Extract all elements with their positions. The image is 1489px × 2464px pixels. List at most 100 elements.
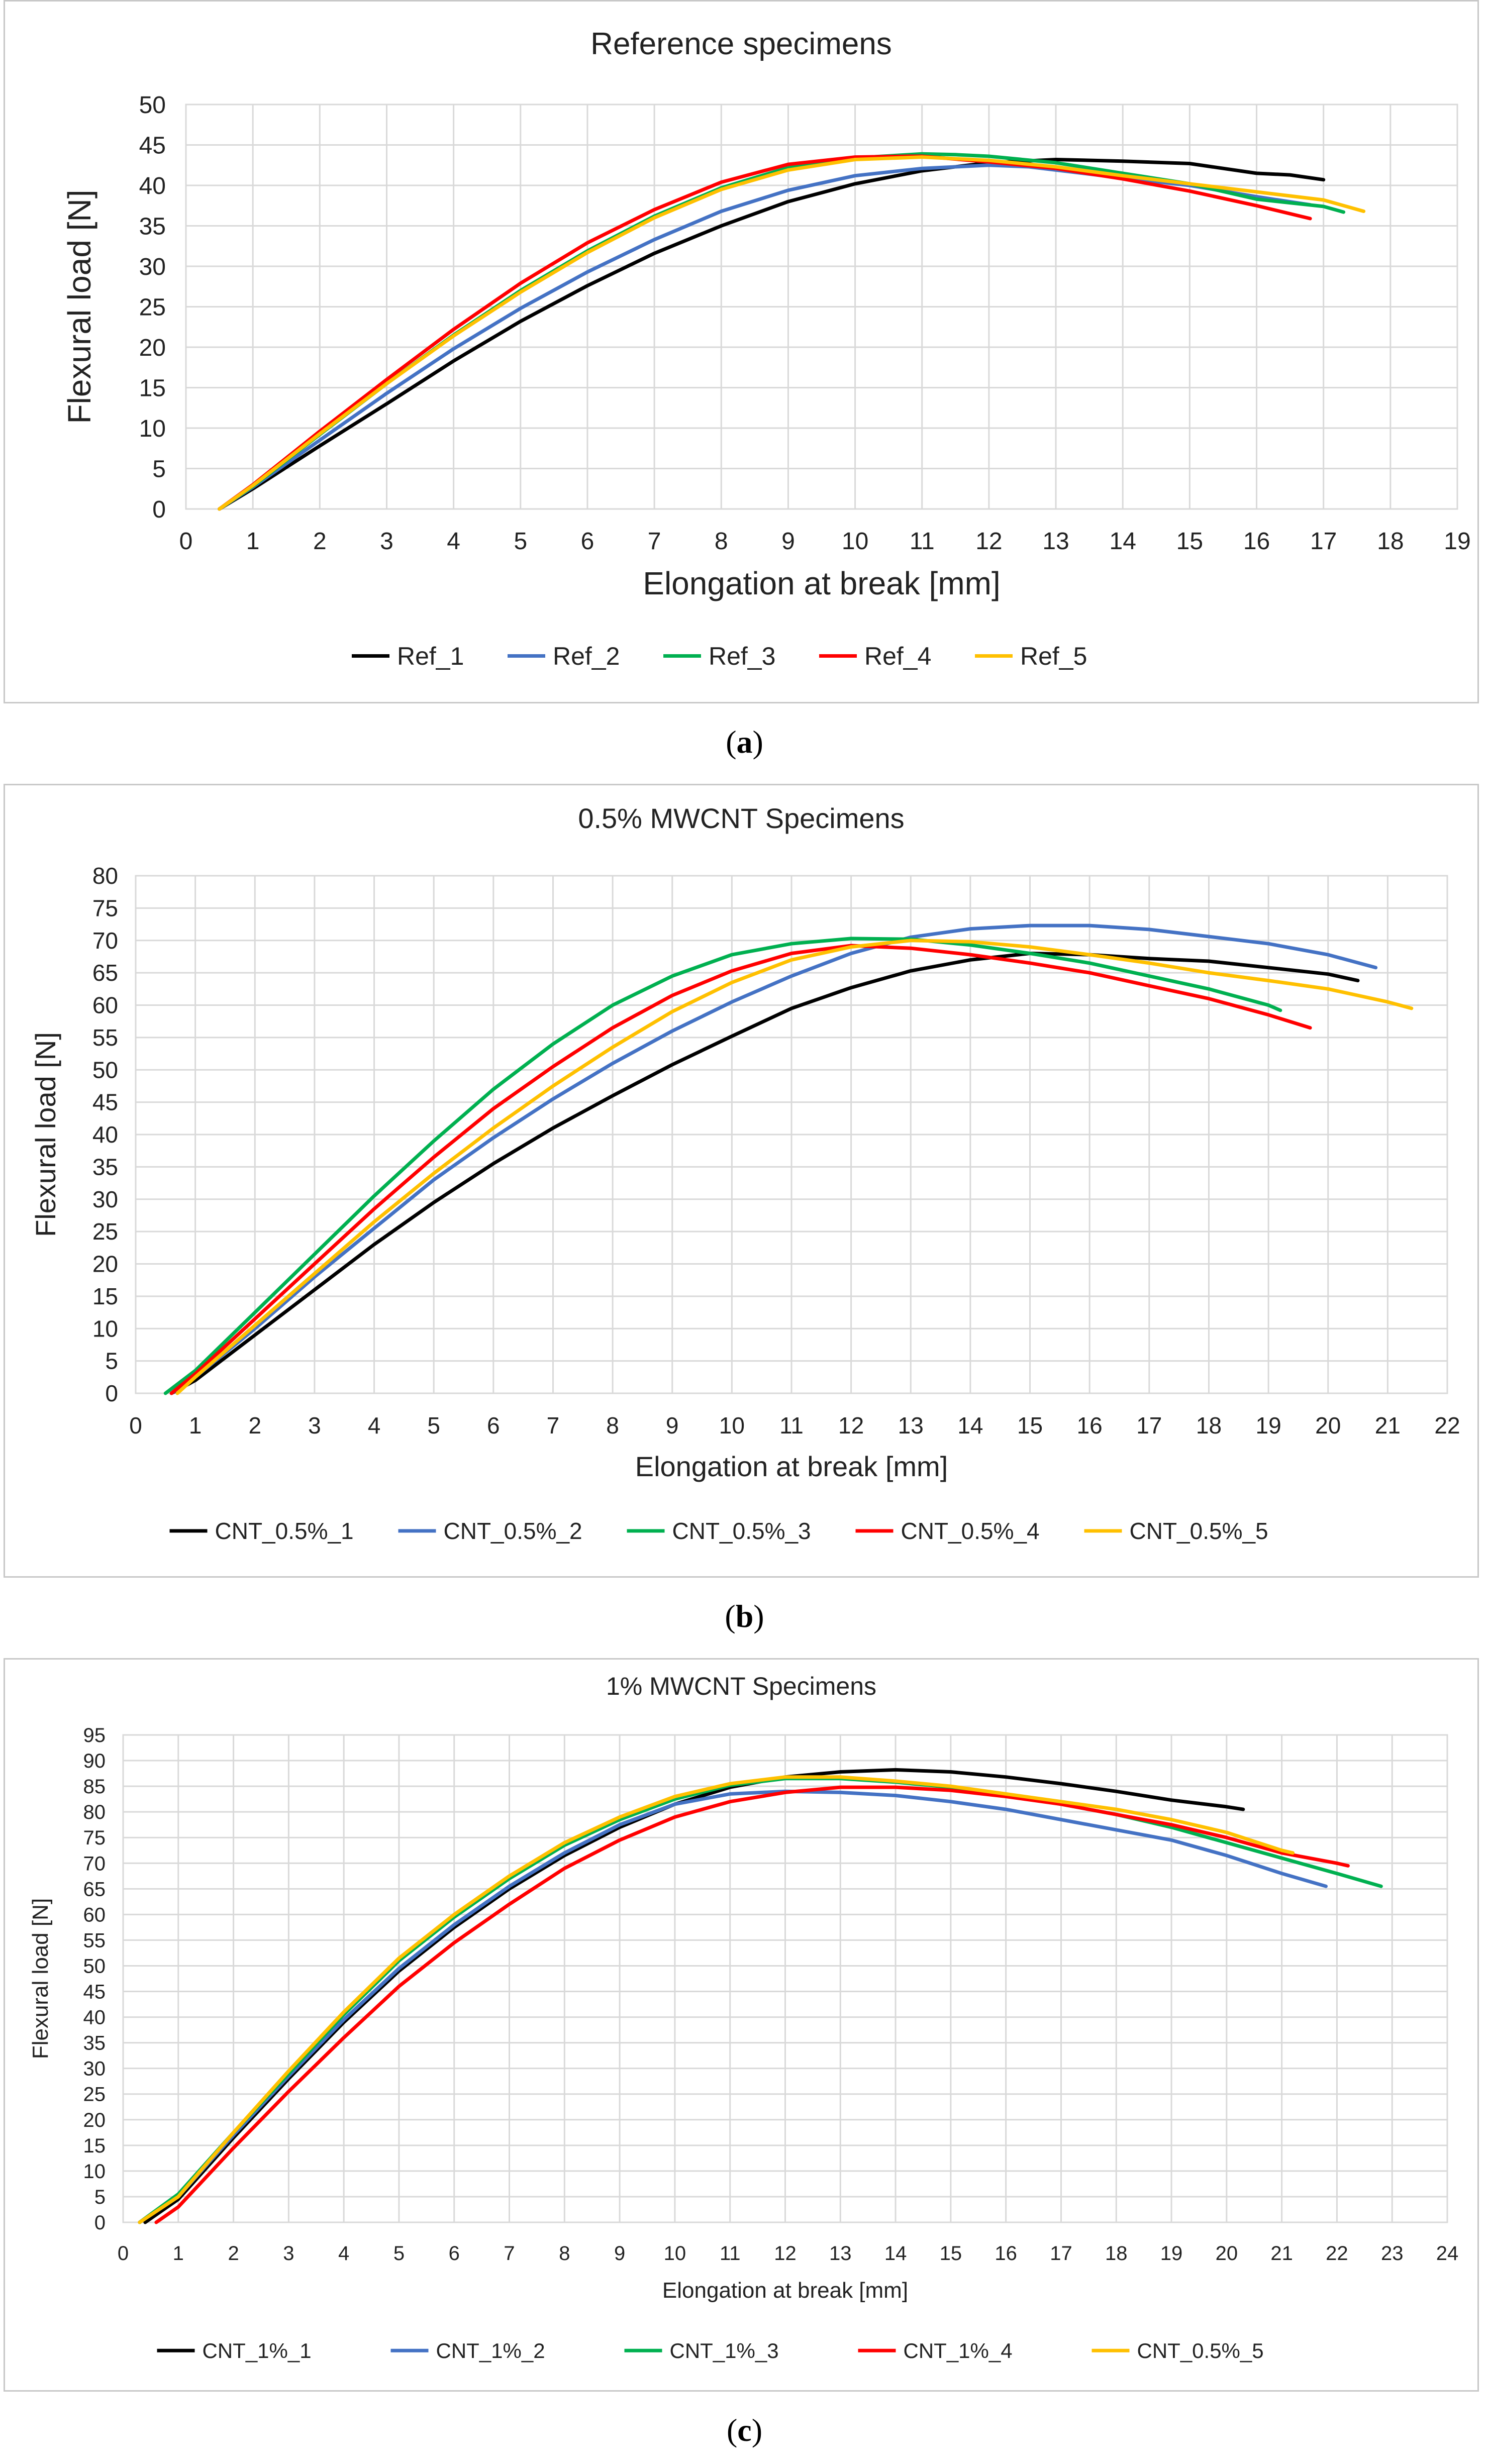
x-tick-label: 5 — [514, 528, 527, 555]
x-tick-label: 6 — [487, 1412, 500, 1439]
x-tick-label: 19 — [1160, 2242, 1183, 2265]
chart-panel-a: Reference specimens 0 1 2 3 4 5 6 7 8 9 10 11 12 13 14 1… — [4, 0, 1479, 703]
y-tick-label: 20 — [92, 1251, 118, 1277]
x-tick-label: 4 — [447, 528, 460, 555]
x-tick-label: 14 — [957, 1412, 983, 1439]
legend: CNT_0.5%_1 CNT_0.5%_2 CNT_0.5%_3 CNT_0.5%_4… — [169, 1518, 1268, 1544]
x-axis-label: Elongation at break [mm] — [635, 1451, 948, 1482]
y-tick-label: 40 — [139, 173, 166, 199]
series-group — [138, 1768, 1383, 2224]
x-tick-label: 8 — [559, 2242, 570, 2265]
x-tick-label: 0 — [129, 1412, 142, 1439]
x-tick-label: 13 — [829, 2242, 852, 2265]
chart-title: Reference specimens — [590, 27, 892, 61]
y-tick-label: 25 — [83, 2084, 106, 2106]
x-tick-label: 1 — [189, 1412, 202, 1439]
x-tick-label: 0 — [118, 2242, 129, 2265]
y-tick-label: 10 — [83, 2161, 106, 2183]
chart-panel-b: 0.5% MWCNT Specimens 0 1 2 3 4 5 6 7 8 9 10 11 12 13 14… — [4, 784, 1479, 1578]
x-tick-label: 1 — [246, 528, 260, 555]
y-tick-label: 75 — [92, 895, 118, 921]
legend-label: Ref_5 — [1020, 642, 1087, 670]
series-line-1 — [143, 1768, 1245, 2224]
y-tick-label: 80 — [83, 1801, 106, 1823]
sublabel-b: (b) — [725, 1598, 764, 1634]
x-tick-label: 17 — [1136, 1412, 1162, 1439]
y-tick-label: 20 — [139, 335, 166, 361]
y-tick-label: 70 — [83, 1853, 106, 1875]
x-tick-label: 13 — [1042, 528, 1069, 555]
x-tick-label: 17 — [1310, 528, 1337, 555]
x-tick-label: 3 — [380, 528, 393, 555]
series-group — [163, 923, 1414, 1395]
x-tick-label: 2 — [248, 1412, 261, 1439]
x-tick-label: 11 — [720, 2242, 741, 2265]
plot-frame — [135, 875, 1448, 1394]
legend-label: Ref_4 — [864, 642, 931, 670]
gridlines — [122, 1734, 1448, 2223]
y-tick-label: 20 — [83, 2109, 106, 2131]
x-tick-label: 19 — [1256, 1412, 1281, 1439]
y-tick-label: 65 — [92, 960, 118, 986]
x-tick-label: 5 — [393, 2242, 405, 2265]
y-tick-label: 65 — [83, 1878, 106, 1900]
legend-label: CNT_0.5%_2 — [444, 1518, 582, 1544]
x-tick-label: 11 — [910, 528, 935, 555]
y-tick-label: 0 — [105, 1380, 118, 1406]
y-tick-label: 60 — [92, 992, 118, 1018]
legend-label: CNT_0.5%_5 — [1130, 1518, 1268, 1544]
y-tick-label: 25 — [139, 294, 166, 321]
chart-title: 0.5% MWCNT Specimens — [578, 802, 904, 834]
y-tick-label: 35 — [139, 213, 166, 240]
x-tick-label: 20 — [1216, 2242, 1238, 2265]
y-tick-label: 55 — [92, 1024, 118, 1051]
x-tick-label: 21 — [1375, 1412, 1401, 1439]
legend-label: CNT_1%_2 — [436, 2339, 545, 2363]
y-tick-label: 15 — [139, 375, 166, 401]
legend: Ref_1 Ref_2 Ref_3 Ref_4 Ref_5 — [352, 642, 1087, 670]
legend-label: CNT_0.5%_3 — [672, 1518, 811, 1544]
y-tick-label: 60 — [83, 1904, 106, 1926]
x-tick-label: 19 — [1444, 528, 1470, 555]
x-tick-label: 24 — [1436, 2242, 1459, 2265]
x-tick-label: 9 — [781, 528, 795, 555]
y-tick-label: 40 — [83, 2007, 106, 2029]
x-tick-label: 14 — [884, 2242, 907, 2265]
y-tick-label: 70 — [92, 928, 118, 954]
legend-label: Ref_1 — [397, 642, 464, 670]
x-tick-label: 18 — [1105, 2242, 1128, 2265]
x-axis-label: Elongation at break [mm] — [662, 2278, 908, 2303]
sublabel-a: (a) — [726, 724, 763, 760]
x-tick-label: 15 — [940, 2242, 962, 2265]
series-line-5 — [138, 1775, 1295, 2224]
x-tick-label: 14 — [1110, 528, 1136, 555]
legend-label: CNT_1%_1 — [203, 2339, 312, 2363]
x-tick-label: 5 — [427, 1412, 440, 1439]
y-tick-label: 30 — [83, 2058, 106, 2080]
x-tick-label: 22 — [1326, 2242, 1348, 2265]
x-tick-label: 16 — [995, 2242, 1017, 2265]
x-tick-label: 12 — [975, 528, 1002, 555]
x-tick-label: 17 — [1050, 2242, 1072, 2265]
x-tick-label: 9 — [614, 2242, 625, 2265]
x-tick-label: 10 — [842, 528, 868, 555]
series-line-4 — [169, 944, 1312, 1395]
series-line-4 — [154, 1785, 1350, 2224]
plot-frame — [185, 104, 1458, 510]
y-tick-label: 75 — [83, 1827, 106, 1849]
legend-label: CNT_0.5%_1 — [215, 1518, 354, 1544]
x-tick-label: 3 — [308, 1412, 321, 1439]
series-line-5 — [175, 939, 1414, 1395]
x-tick-label: 15 — [1176, 528, 1203, 555]
x-tick-label: 1 — [173, 2242, 184, 2265]
x-tick-label: 2 — [228, 2242, 239, 2265]
y-axis-label: Flexural load [N] — [30, 1032, 61, 1237]
x-axis-label: Elongation at break [mm] — [643, 565, 1000, 601]
x-tick-label: 18 — [1377, 528, 1404, 555]
series-line-5 — [218, 155, 1366, 511]
y-tick-label: 55 — [83, 1929, 106, 1952]
x-tick-label: 6 — [581, 528, 594, 555]
